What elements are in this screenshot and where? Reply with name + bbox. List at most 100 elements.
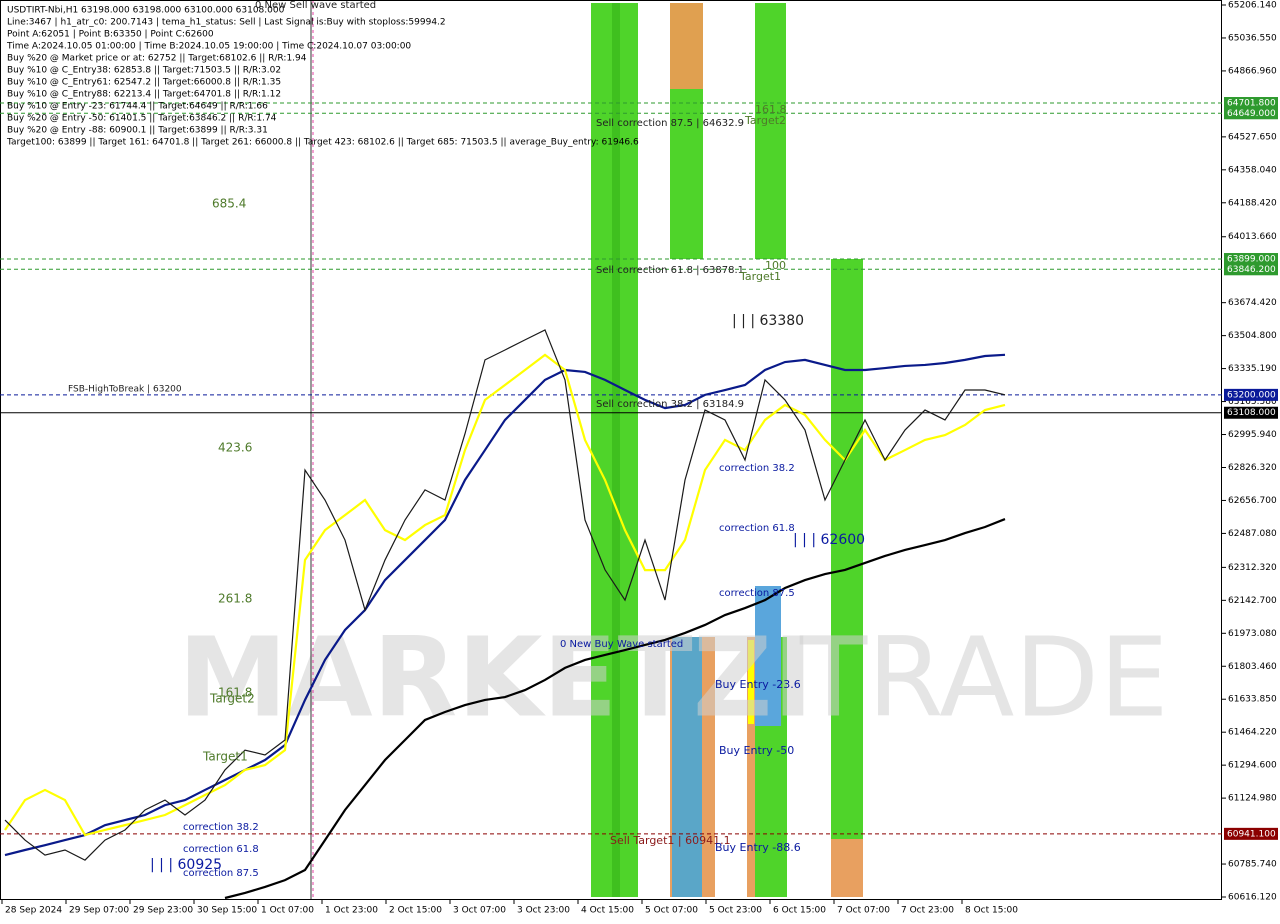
- level-label: 63200.000: [1227, 390, 1276, 400]
- y-tick-label: 61633.850: [1228, 695, 1277, 705]
- zones: [591, 3, 863, 897]
- x-tick-label: 5 Oct 23:00: [709, 906, 762, 916]
- annotation: correction 87.5: [183, 868, 259, 879]
- watermark-text: MARKETZI: [178, 613, 813, 741]
- level-box: [1224, 406, 1278, 419]
- y-tick-label: 65206.140: [1228, 1, 1277, 11]
- zone: [755, 586, 781, 726]
- info-line: Buy %20 @ Entry -50: 61401.5 || Target:6…: [7, 114, 277, 124]
- y-tick-label: 61294.600: [1228, 761, 1277, 771]
- annotation: Buy Entry -88.6: [715, 841, 801, 854]
- level-box: [1224, 253, 1278, 266]
- level-label: 60941.100: [1227, 829, 1276, 839]
- info-line: USDTIRT-Nbi,H1 63198.000 63198.000 63100…: [7, 6, 285, 16]
- annotation: 161.8: [755, 103, 787, 116]
- annotation: Sell correction 38.2 | 63184.9: [596, 399, 744, 410]
- x-tick-label: 7 Oct 23:00: [901, 906, 954, 916]
- annotation: 100: [765, 259, 786, 272]
- annotation: FSB-HighToBreak | 63200: [68, 385, 182, 395]
- annotation: correction 87.5: [719, 588, 795, 599]
- annotation: Sell correction 61.8 | 63878.1: [596, 265, 744, 276]
- x-tick-label: 2 Oct 15:00: [389, 906, 442, 916]
- info-line: Time A:2024.10.05 01:00:00 | Time B:2024…: [6, 42, 411, 52]
- level-label: 63108.000: [1227, 408, 1276, 418]
- y-tick-label: 63674.420: [1228, 298, 1277, 308]
- zone: [670, 3, 703, 89]
- y-tick-label: 61803.460: [1228, 662, 1277, 672]
- zone: [748, 640, 754, 724]
- info-line: Buy %10 @ C_Entry61: 62547.2 || Target:6…: [7, 78, 281, 88]
- annotation: 685.4: [212, 197, 246, 211]
- x-tick-label: 29 Sep 07:00: [69, 906, 129, 916]
- annotation: Target2: [209, 692, 255, 706]
- zone: [612, 3, 620, 897]
- annotation: correction 61.8: [183, 844, 259, 855]
- annotation: correction 38.2: [183, 822, 259, 833]
- y-tick-label: 61973.080: [1228, 629, 1277, 639]
- series-line: [224, 518, 1006, 900]
- series-line: [4, 353, 1006, 837]
- zone: [747, 637, 755, 897]
- zone: [670, 89, 703, 259]
- y-tick-label: 60616.120: [1228, 893, 1277, 903]
- level-box: [1224, 107, 1278, 120]
- x-tick-label: 28 Sep 2024: [5, 906, 62, 916]
- annotation: Buy Entry -23.6: [715, 678, 801, 691]
- info-line: Point A:62051 | Point B:63350 | Point C:…: [7, 30, 214, 40]
- series-line: [4, 353, 1006, 857]
- y-tick-label: 64527.650: [1228, 132, 1277, 142]
- y-tick-label: 64013.660: [1228, 232, 1277, 242]
- y-tick-label: 62995.940: [1228, 430, 1277, 440]
- level-label: 64649.000: [1227, 109, 1276, 119]
- info-line: Buy %10 @ Entry -23: 61744.4 || Target:6…: [7, 102, 268, 112]
- info-line: Buy %10 @ C_Entry38: 62853.8 || Target:7…: [7, 66, 281, 76]
- x-tick-label: 6 Oct 15:00: [773, 906, 826, 916]
- annotation: | | | 63380: [732, 313, 804, 329]
- level-label: 63899.000: [1227, 255, 1276, 265]
- annotation: | | | 60925: [150, 857, 222, 873]
- y-tick-label: 63504.800: [1228, 331, 1277, 341]
- annotation: 261.8: [218, 592, 252, 606]
- annotation: Buy Entry -50: [719, 744, 794, 757]
- y-tick-label: 61124.980: [1228, 794, 1277, 804]
- x-tick-label: 29 Sep 23:00: [133, 906, 193, 916]
- level-box: [1224, 388, 1278, 401]
- info-line: Buy %10 @ C_Entry88: 62213.4 || Target:6…: [7, 90, 281, 100]
- annotation: Target1: [202, 750, 248, 764]
- info-line: Target100: 63899 || Target 161: 64701.8 …: [6, 138, 639, 148]
- level-box: [1224, 263, 1278, 276]
- zone: [672, 637, 702, 897]
- annotation: Sell Target1 | 60941.1: [610, 834, 731, 847]
- zone: [831, 839, 863, 897]
- x-tick-label: 8 Oct 15:00: [965, 906, 1018, 916]
- y-tick-label: 65036.550: [1228, 33, 1277, 43]
- annotation: correction 38.2: [719, 463, 795, 474]
- annotation: Sell correction 87.5 | 64632.9: [596, 118, 744, 129]
- zone: [831, 259, 863, 839]
- info-line: Line:3467 | h1_atr_c0: 200.7143 | tema_h…: [7, 18, 446, 28]
- y-tick-label: 62826.320: [1228, 463, 1277, 473]
- x-tick-label: 5 Oct 07:00: [645, 906, 698, 916]
- info-line: Buy %20 @ Market price or at: 62752 || T…: [7, 54, 307, 64]
- annotation: 0 New Sell wave started: [255, 0, 376, 11]
- y-tick-label: 60785.740: [1228, 860, 1277, 870]
- annotation: | | | 62600: [793, 532, 865, 548]
- y-tick-label: 62312.320: [1228, 563, 1277, 573]
- watermark-text: TRADE: [799, 613, 1169, 741]
- annotation: Target1: [739, 270, 781, 283]
- y-tick-label: 64866.960: [1228, 66, 1277, 76]
- plot-border: [0, 0, 1222, 900]
- annotation: correction 61.8: [719, 523, 795, 534]
- y-tick-label: 62487.080: [1228, 529, 1277, 539]
- annotation: 423.6: [218, 441, 252, 455]
- y-tick-label: 64358.040: [1228, 165, 1277, 175]
- x-tick-label: 4 Oct 15:00: [581, 906, 634, 916]
- x-tick-label: 3 Oct 23:00: [517, 906, 570, 916]
- y-tick-label: 61464.220: [1228, 728, 1277, 738]
- level-label: 63846.200: [1227, 265, 1276, 275]
- zone: [755, 3, 786, 259]
- x-tick-label: 1 Oct 07:00: [261, 906, 314, 916]
- level-label: 64701.800: [1227, 99, 1276, 109]
